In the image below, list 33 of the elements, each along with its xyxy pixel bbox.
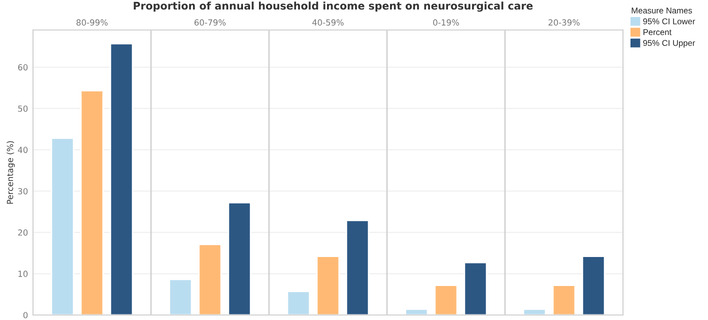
legend-title: Measure Names bbox=[632, 8, 692, 14]
bar bbox=[582, 256, 606, 315]
y-tick-label: 10 bbox=[18, 270, 28, 277]
x-tick-label: 40-59% bbox=[312, 19, 344, 26]
x-tick-label: 80-99% bbox=[76, 19, 108, 26]
y-tick-label: 20 bbox=[18, 229, 28, 236]
y-tick-label: 40 bbox=[18, 146, 28, 154]
bar bbox=[464, 262, 488, 315]
legend-label: 95% CI Lower bbox=[643, 18, 696, 24]
y-tick-label: 60 bbox=[18, 64, 28, 70]
bar bbox=[522, 308, 546, 315]
bar bbox=[552, 284, 576, 315]
bar bbox=[50, 138, 74, 315]
y-tick-label: 30 bbox=[18, 188, 28, 194]
y-axis-title: Percentage (%) bbox=[6, 141, 15, 204]
bar bbox=[198, 244, 222, 315]
y-tick-label: 0 bbox=[23, 312, 28, 318]
y-tick-label: 50 bbox=[18, 105, 28, 112]
bar bbox=[346, 220, 370, 315]
bar bbox=[110, 42, 134, 315]
bar bbox=[228, 202, 252, 315]
chart-title: Proportion of annual household income spent on neurosurgical care bbox=[134, 2, 533, 12]
bar bbox=[434, 284, 458, 315]
x-tick-label: 20-39% bbox=[548, 19, 580, 26]
bar bbox=[80, 90, 104, 315]
bar bbox=[404, 308, 428, 315]
x-tick-label: 0-19% bbox=[433, 19, 459, 26]
x-tick-label: 60-79% bbox=[194, 19, 226, 26]
legend-label: 95% CI Upper bbox=[643, 40, 696, 48]
bar bbox=[316, 256, 340, 315]
legend-label: Percent bbox=[644, 29, 672, 36]
bar bbox=[286, 290, 310, 315]
bar bbox=[168, 278, 192, 315]
